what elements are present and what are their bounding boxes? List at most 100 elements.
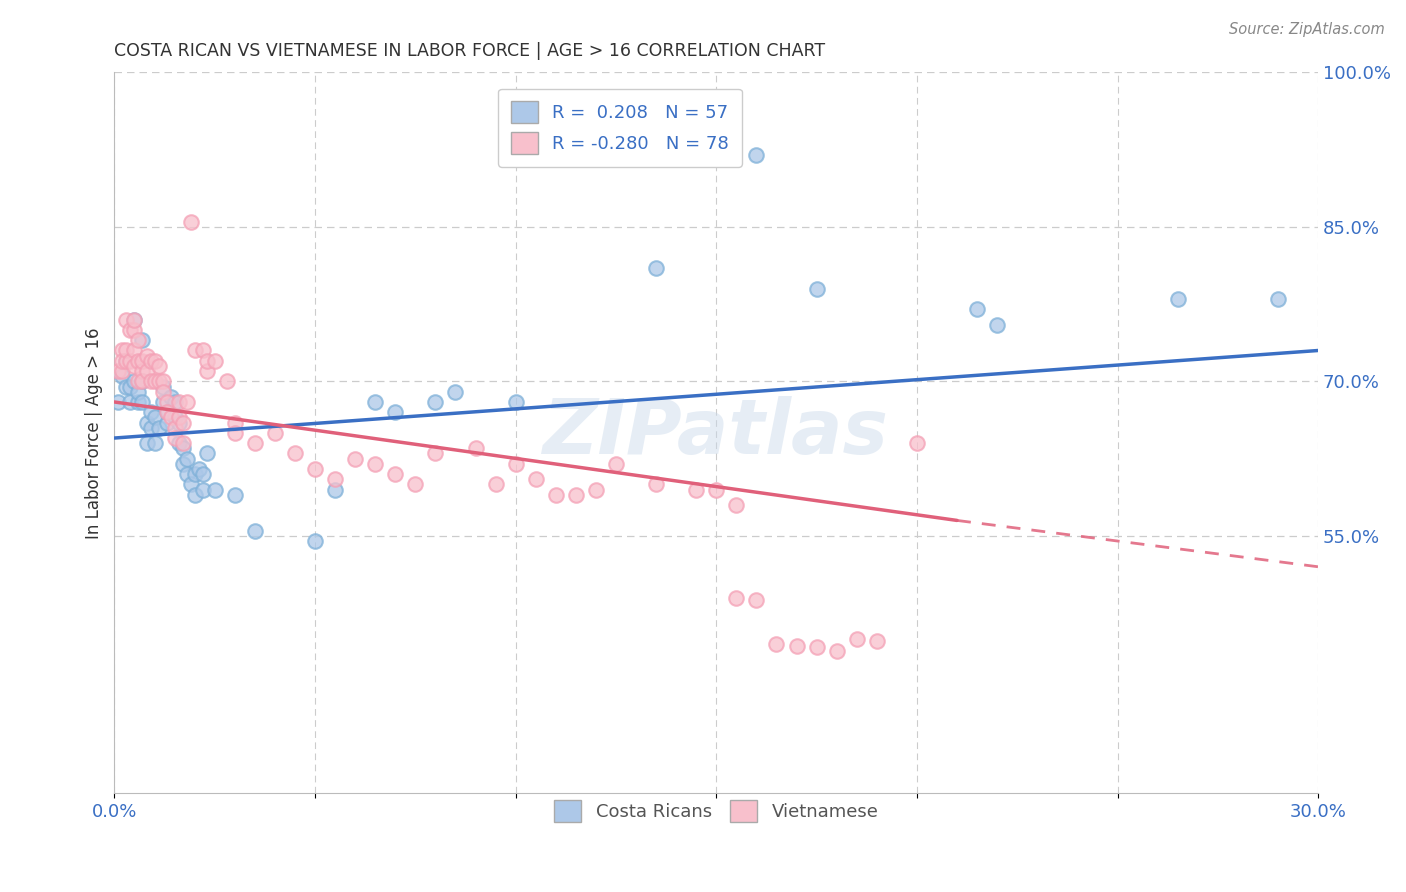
Point — [167, 410, 190, 425]
Point — [765, 637, 787, 651]
Point — [155, 405, 177, 419]
Point — [344, 451, 367, 466]
Point — [172, 442, 194, 456]
Point — [905, 436, 928, 450]
Point — [704, 483, 727, 497]
Point — [323, 483, 346, 497]
Point — [825, 644, 848, 658]
Point — [115, 353, 138, 368]
Point — [425, 446, 447, 460]
Point — [115, 353, 138, 368]
Point — [135, 349, 157, 363]
Point — [745, 148, 768, 162]
Point — [180, 215, 202, 229]
Text: COSTA RICAN VS VIETNAMESE IN LABOR FORCE | AGE > 16 CORRELATION CHART: COSTA RICAN VS VIETNAMESE IN LABOR FORCE… — [114, 42, 825, 60]
Point — [685, 483, 707, 497]
Point — [191, 343, 214, 358]
Point — [323, 472, 346, 486]
Point — [163, 395, 186, 409]
Point — [124, 312, 146, 326]
Text: Source: ZipAtlas.com: Source: ZipAtlas.com — [1229, 22, 1385, 37]
Point — [524, 472, 547, 486]
Point — [127, 395, 149, 409]
Point — [191, 467, 214, 481]
Point — [127, 333, 149, 347]
Point — [204, 353, 226, 368]
Point — [176, 467, 198, 481]
Point — [645, 261, 668, 276]
Point — [195, 353, 218, 368]
Point — [585, 483, 607, 497]
Point — [183, 343, 205, 358]
Point — [484, 477, 506, 491]
Point — [425, 395, 447, 409]
Point — [176, 395, 198, 409]
Point — [215, 375, 238, 389]
Point — [152, 395, 174, 409]
Point — [148, 375, 170, 389]
Point — [183, 488, 205, 502]
Point — [187, 462, 209, 476]
Point — [111, 343, 134, 358]
Point — [180, 477, 202, 491]
Point — [124, 375, 146, 389]
Point — [111, 364, 134, 378]
Point — [167, 395, 190, 409]
Point — [111, 353, 134, 368]
Point — [544, 488, 567, 502]
Point — [139, 375, 162, 389]
Point — [725, 591, 748, 605]
Point — [115, 379, 138, 393]
Point — [364, 457, 387, 471]
Point — [155, 416, 177, 430]
Point — [565, 488, 588, 502]
Point — [224, 416, 246, 430]
Point — [152, 379, 174, 393]
Point — [304, 462, 326, 476]
Point — [204, 483, 226, 497]
Point — [172, 416, 194, 430]
Point — [224, 488, 246, 502]
Point — [1267, 292, 1289, 306]
Point — [725, 498, 748, 512]
Point — [444, 384, 467, 399]
Point — [404, 477, 426, 491]
Point — [866, 634, 889, 648]
Point — [152, 384, 174, 399]
Point — [183, 467, 205, 481]
Point — [127, 384, 149, 399]
Point — [131, 333, 153, 347]
Point — [115, 312, 138, 326]
Point — [152, 375, 174, 389]
Point — [124, 323, 146, 337]
Point — [176, 451, 198, 466]
Point — [131, 375, 153, 389]
Point — [120, 353, 142, 368]
Point — [163, 431, 186, 445]
Point — [120, 323, 142, 337]
Point — [284, 446, 307, 460]
Point — [124, 343, 146, 358]
Point — [845, 632, 868, 646]
Point — [191, 483, 214, 497]
Point — [124, 359, 146, 373]
Point — [143, 436, 166, 450]
Point — [131, 353, 153, 368]
Point — [745, 592, 768, 607]
Point — [384, 467, 406, 481]
Point — [505, 457, 527, 471]
Point — [155, 405, 177, 419]
Point — [806, 640, 828, 654]
Point — [155, 395, 177, 409]
Point — [135, 416, 157, 430]
Point — [143, 375, 166, 389]
Point — [986, 318, 1008, 332]
Point — [195, 446, 218, 460]
Point — [786, 639, 808, 653]
Point — [127, 353, 149, 368]
Point — [172, 436, 194, 450]
Point — [163, 410, 186, 425]
Point — [464, 442, 486, 456]
Point — [115, 343, 138, 358]
Point — [224, 425, 246, 440]
